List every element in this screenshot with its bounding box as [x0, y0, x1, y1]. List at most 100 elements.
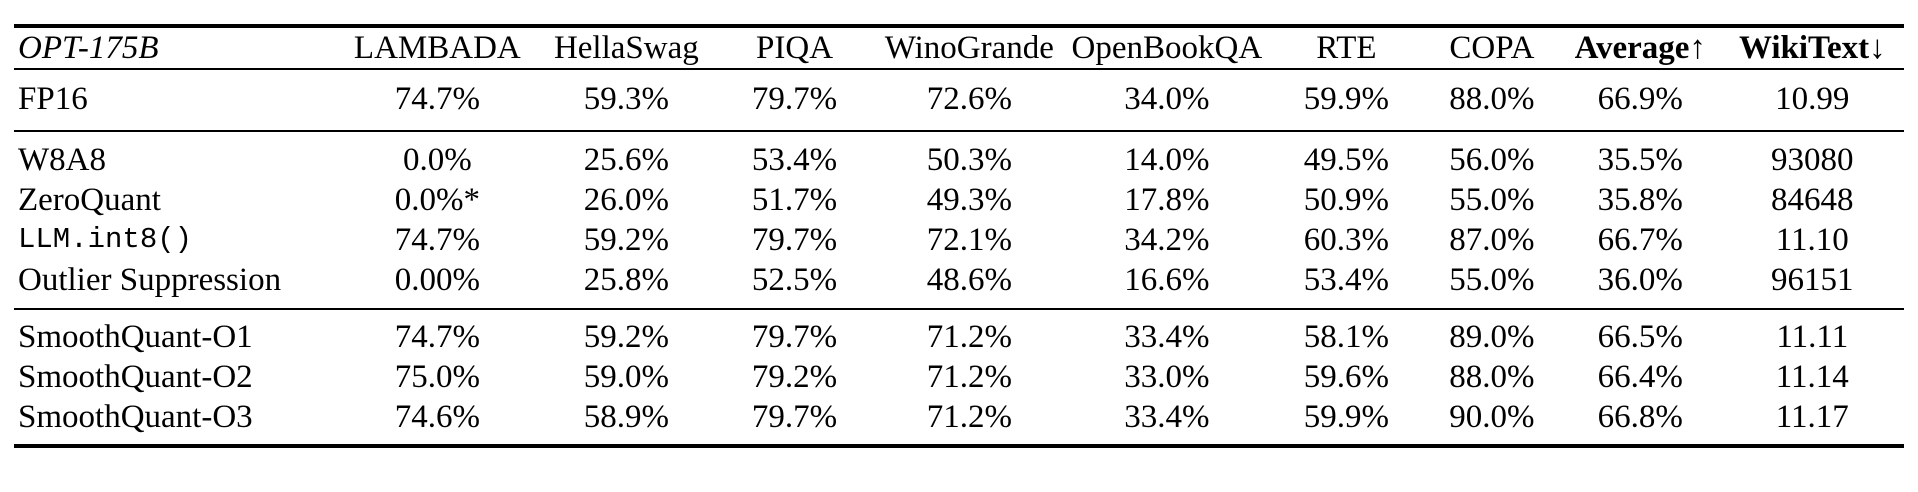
table-group-1: FP16 74.7% 59.3% 79.7% 72.6% 34.0% 59.9% 88.0% 6…: [14, 69, 1904, 131]
table-cell: 0.0%: [402, 142, 472, 178]
table-cell: 10.99: [1775, 81, 1850, 117]
table-cell: 50.3%: [926, 142, 1012, 178]
table-cell: 79.7%: [751, 81, 838, 117]
table-cell: 33.4%: [1124, 399, 1210, 435]
column-header-opt-175b: OPT-175B: [18, 30, 159, 66]
table-cell: 58.9%: [583, 399, 669, 435]
table-row-smoothquant-o3: SmoothQuant-O3 74.6% 58.9% 79.7% 71.2% 33.4% 5…: [14, 397, 1904, 446]
table-cell: 66.7%: [1597, 222, 1683, 258]
table-cell: 79.7%: [751, 222, 838, 258]
table-cell: 58.1%: [1303, 319, 1390, 355]
table-cell: 26.0%: [583, 182, 669, 218]
table-cell: 0.00%: [394, 262, 480, 298]
table-cell: 59.2%: [583, 319, 669, 355]
table-cell: 35.8%: [1597, 182, 1683, 218]
table-cell: 0.0%*: [394, 182, 480, 218]
table-cell: 11.14: [1775, 359, 1849, 395]
table-cell: 66.4%: [1597, 359, 1683, 395]
table-cell: 34.0%: [1124, 81, 1210, 117]
table-cell: 88.0%: [1449, 81, 1535, 117]
table-cell: 59.2%: [583, 222, 669, 258]
table-cell: 66.8%: [1597, 399, 1683, 435]
table-row-zeroquant: ZeroQuant 0.0%* 26.0% 51.7% 49.3% 17.8% 50.9% 5…: [14, 180, 1904, 220]
table-cell: 84648: [1771, 182, 1854, 218]
row-label-smoothquant-o3: SmoothQuant-O3: [18, 399, 253, 435]
table-cell: 79.2%: [751, 359, 838, 395]
table-cell: 72.1%: [926, 222, 1012, 258]
table-cell: 56.0%: [1449, 142, 1535, 178]
table-cell: 25.8%: [583, 262, 669, 298]
table-cell: 48.6%: [926, 262, 1012, 298]
table-cell: 34.2%: [1124, 222, 1210, 258]
table-cell: 59.3%: [583, 81, 669, 117]
row-label-smoothquant-o1: SmoothQuant-O1: [18, 319, 253, 355]
table-cell: 96151: [1771, 262, 1854, 298]
table-cell: 53.4%: [751, 142, 838, 178]
table-cell: 74.7%: [394, 319, 480, 355]
column-header-openbookqa: OpenBookQA: [1071, 30, 1263, 66]
table-cell: 87.0%: [1449, 222, 1535, 258]
table-group-2: W8A8 0.0% 25.6% 53.4% 50.3% 14.0% 49.5% 56.0% 35…: [14, 131, 1904, 309]
table-cell: 11.17: [1775, 399, 1849, 435]
row-label-llm-int8: LLM.int8(): [18, 223, 193, 256]
table-cell: 59.6%: [1303, 359, 1390, 395]
table-cell: 17.8%: [1124, 182, 1210, 218]
table-cell: 74.6%: [394, 399, 480, 435]
table-cell: 88.0%: [1449, 359, 1535, 395]
column-header-lambada: LAMBADA: [353, 30, 521, 66]
table-cell: 55.0%: [1449, 262, 1535, 298]
table-row-outlier-suppression: Outlier Suppression 0.00% 25.8% 52.5% 48.6% 1…: [14, 260, 1904, 309]
row-label-fp16: FP16: [18, 81, 88, 117]
table-cell: 71.2%: [926, 359, 1012, 395]
table-cell: 53.4%: [1303, 262, 1390, 298]
column-header-average: Average↑: [1574, 30, 1706, 66]
table-cell: 71.2%: [926, 399, 1012, 435]
table-row-smoothquant-o2: SmoothQuant-O2 75.0% 59.0% 79.2% 71.2% 33.0% 5…: [14, 357, 1904, 397]
table-cell: 79.7%: [751, 399, 838, 435]
table-cell: 16.6%: [1124, 262, 1210, 298]
opt-175b-results-table: OPT-175B LAMBADA HellaSwag PIQA WinoGrande Op…: [14, 24, 1904, 448]
table-cell: 33.4%: [1124, 319, 1210, 355]
table-row-smoothquant-o1: SmoothQuant-O1 74.7% 59.2% 79.7% 71.2% 33.4% 5…: [14, 309, 1904, 357]
column-header-winogrande: WinoGrande: [884, 30, 1054, 66]
table-cell: 36.0%: [1597, 262, 1683, 298]
table-cell: 49.3%: [926, 182, 1012, 218]
table-cell: 71.2%: [926, 319, 1012, 355]
column-header-piqa: PIQA: [756, 30, 834, 66]
table-cell: 51.7%: [751, 182, 838, 218]
column-header-hellaswag: HellaSwag: [553, 30, 699, 66]
column-header-rte: RTE: [1316, 30, 1377, 66]
table-cell: 60.3%: [1303, 222, 1390, 258]
column-header-wikitext: WikiText↓: [1738, 30, 1886, 66]
table-group-3: SmoothQuant-O1 74.7% 59.2% 79.7% 71.2% 33.4% 5…: [14, 309, 1904, 446]
table-cell: 89.0%: [1449, 319, 1535, 355]
table-cell: 59.9%: [1303, 81, 1390, 117]
table-header-row: OPT-175B LAMBADA HellaSwag PIQA WinoGrande Op…: [14, 26, 1904, 69]
table-row-fp16: FP16 74.7% 59.3% 79.7% 72.6% 34.0% 59.9% 88.0% 6…: [14, 69, 1904, 131]
row-label-w8a8: W8A8: [18, 142, 106, 178]
row-label-outlier-suppression: Outlier Suppression: [18, 262, 282, 298]
table-cell: 49.5%: [1303, 142, 1390, 178]
table-cell: 66.9%: [1597, 81, 1683, 117]
row-label-smoothquant-o2: SmoothQuant-O2: [18, 359, 253, 395]
table-cell: 35.5%: [1597, 142, 1683, 178]
table-cell: 75.0%: [394, 359, 480, 395]
table-cell: 11.11: [1776, 319, 1849, 355]
table-cell: 33.0%: [1124, 359, 1210, 395]
table-cell: 72.6%: [926, 81, 1012, 117]
row-label-zeroquant: ZeroQuant: [18, 182, 161, 218]
table-cell: 74.7%: [394, 81, 480, 117]
table-cell: 50.9%: [1303, 182, 1390, 218]
column-header-copa: COPA: [1449, 30, 1535, 66]
table-cell: 59.0%: [583, 359, 669, 395]
table-cell: 14.0%: [1124, 142, 1210, 178]
table-cell: 66.5%: [1597, 319, 1683, 355]
table-row-w8a8: W8A8 0.0% 25.6% 53.4% 50.3% 14.0% 49.5% 56.0% 35…: [14, 131, 1904, 180]
table-cell: 79.7%: [751, 319, 838, 355]
table-cell: 52.5%: [751, 262, 838, 298]
table-cell: 25.6%: [583, 142, 669, 178]
table-cell: 11.10: [1775, 222, 1849, 258]
table-header: OPT-175B LAMBADA HellaSwag PIQA WinoGrande Op…: [14, 26, 1904, 69]
table-cell: 59.9%: [1303, 399, 1390, 435]
table-cell: 90.0%: [1449, 399, 1535, 435]
